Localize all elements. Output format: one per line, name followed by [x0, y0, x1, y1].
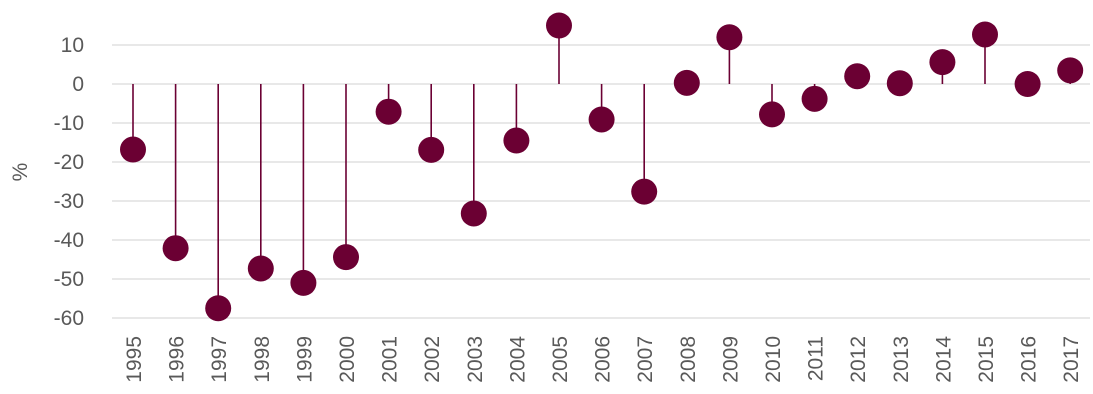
x-tick-label: 2016 — [1018, 336, 1041, 383]
x-tick-label: 2010 — [762, 336, 785, 383]
marker-2003 — [460, 200, 487, 227]
x-tick-label: 2007 — [634, 336, 657, 383]
y-tick-label: 10 — [61, 34, 84, 57]
marker-2015 — [972, 21, 998, 48]
y-axis-ticks: 10 0 -10 -20 -30 -40 -50 -60 — [54, 34, 84, 330]
x-tick-label: 2012 — [847, 336, 870, 383]
marker-2007 — [631, 178, 658, 205]
x-tick-label: 2005 — [549, 336, 572, 383]
x-tick-label: 2017 — [1060, 336, 1083, 383]
y-tick-label: -50 — [54, 268, 84, 291]
marker-2014 — [929, 49, 956, 76]
marker-2017 — [1057, 57, 1084, 84]
x-tick-label: 2004 — [506, 336, 529, 383]
marker-2011 — [801, 85, 828, 112]
y-tick-label: -10 — [54, 112, 84, 135]
x-tick-label: 2000 — [336, 336, 359, 383]
marker-2009 — [716, 24, 743, 51]
y-tick-label: -60 — [54, 307, 84, 330]
marker-2005 — [546, 12, 572, 39]
x-tick-label: 1999 — [293, 336, 316, 383]
x-tick-label: 2015 — [975, 336, 998, 383]
marker-2004 — [503, 127, 530, 154]
x-axis-ticks: 1995 1996 1997 1998 1999 2000 2001 2002 2003 2004… — [123, 336, 1083, 383]
x-tick-label: 2013 — [890, 336, 913, 383]
x-tick-label: 1995 — [123, 336, 146, 383]
marker-2016 — [1014, 71, 1041, 97]
marker-2000 — [333, 244, 359, 271]
y-tick-label: -30 — [54, 190, 84, 213]
marker-1995 — [120, 136, 146, 163]
marker-1998 — [247, 255, 274, 282]
y-tick-label: -40 — [54, 229, 84, 252]
x-tick-label: 1998 — [251, 336, 274, 383]
marker-2010 — [759, 101, 785, 128]
x-tick-label: 2002 — [421, 336, 444, 383]
marker-1996 — [162, 235, 189, 262]
x-tick-label: 2006 — [592, 336, 615, 383]
x-tick-label: 1997 — [208, 336, 231, 383]
x-tick-label: 2001 — [379, 336, 402, 383]
y-tick-label: -20 — [54, 151, 84, 174]
x-tick-label: 2014 — [932, 336, 955, 383]
marker-2008 — [673, 69, 700, 96]
x-tick-label: 2008 — [677, 336, 700, 383]
x-tick-label: 1996 — [166, 336, 189, 383]
marker-2006 — [588, 106, 615, 133]
marker-1999 — [290, 269, 317, 296]
marker-1997 — [205, 295, 232, 322]
marker-2001 — [375, 98, 402, 125]
stems — [132, 25, 1071, 309]
marker-2012 — [844, 63, 871, 90]
x-tick-label: 2003 — [464, 336, 487, 383]
x-tick-label: 2011 — [805, 336, 828, 381]
marker-2002 — [418, 136, 445, 163]
markers — [120, 12, 1084, 322]
y-axis-title: % — [9, 163, 32, 182]
x-tick-label: 2009 — [719, 336, 742, 383]
marker-2013 — [886, 70, 913, 97]
y-tick-label: 0 — [72, 73, 84, 96]
